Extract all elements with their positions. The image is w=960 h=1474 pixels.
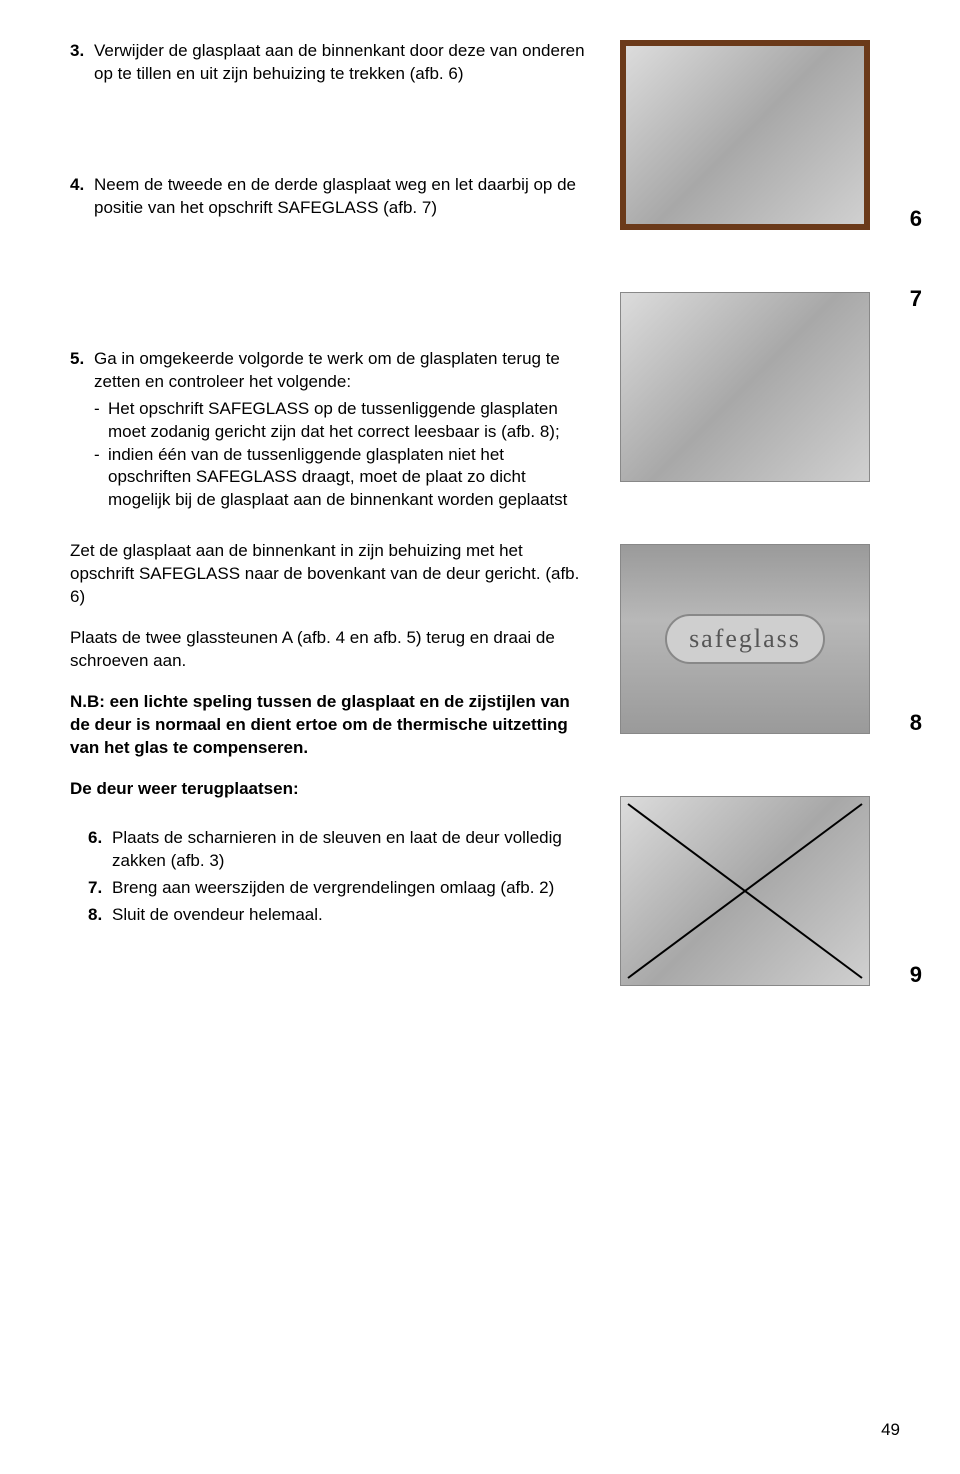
note-nb: N.B: een lichte speling tussen de glaspl… xyxy=(70,691,590,760)
step-number: 4. xyxy=(70,174,94,220)
page-number: 49 xyxy=(881,1420,900,1440)
figure-number: 7 xyxy=(910,286,922,312)
figure-6: 6 xyxy=(620,40,900,230)
figure-9: 9 xyxy=(620,796,900,986)
step-number: 7. xyxy=(88,877,112,900)
paragraph-reinstall-inner: Zet de glasplaat aan de binnenkant in zi… xyxy=(70,540,590,609)
figure-number: 9 xyxy=(910,962,922,988)
step-5: 5. Ga in omgekeerde volgorde te werk om … xyxy=(70,348,590,513)
sub-bullet-2: - indien één van de tussenliggende glasp… xyxy=(94,444,590,513)
figure-8: safeglass 8 xyxy=(620,544,900,734)
step-4: 4. Neem de tweede en de derde glasplaat … xyxy=(70,174,590,220)
step-7: 7. Breng aan weerszijden de vergrendelin… xyxy=(88,877,590,900)
figure-number: 8 xyxy=(910,710,922,736)
step-text: Breng aan weerszijden de vergrendelingen… xyxy=(112,877,590,900)
sub-text: Het opschrift SAFEGLASS op de tussenligg… xyxy=(108,398,590,444)
step-3: 3. Verwijder de glasplaat aan de binnenk… xyxy=(70,40,590,86)
sub-bullet-1: - Het opschrift SAFEGLASS op de tussenli… xyxy=(94,398,590,444)
step-text: Sluit de ovendeur helemaal. xyxy=(112,904,590,927)
step-number: 6. xyxy=(88,827,112,873)
safeglass-badge: safeglass xyxy=(665,614,825,664)
figure-7: 7 xyxy=(620,292,900,482)
sub-text: indien één van de tussenliggende glaspla… xyxy=(108,444,590,513)
step-text: Verwijder de glasplaat aan de binnenkant… xyxy=(94,40,590,86)
figure-column: 6 7 safeglass 8 9 xyxy=(620,40,900,998)
step-body: Ga in omgekeerde volgorde te werk om de … xyxy=(94,348,590,513)
step-text: Neem de tweede en de derde glasplaat weg… xyxy=(94,174,590,220)
step-number: 8. xyxy=(88,904,112,927)
step-number: 3. xyxy=(70,40,94,86)
figure-image xyxy=(620,40,870,230)
figure-image xyxy=(620,796,870,986)
step-text: Plaats de scharnieren in de sleuven en l… xyxy=(112,827,590,873)
heading-replace-door: De deur weer terugplaatsen: xyxy=(70,778,590,801)
figure-image: safeglass xyxy=(620,544,870,734)
step-intro: Ga in omgekeerde volgorde te werk om de … xyxy=(94,349,560,391)
text-column: 3. Verwijder de glasplaat aan de binnenk… xyxy=(70,40,590,998)
figure-image xyxy=(620,292,870,482)
bullet-dash: - xyxy=(94,444,108,513)
step-number: 5. xyxy=(70,348,94,513)
step-6: 6. Plaats de scharnieren in de sleuven e… xyxy=(88,827,590,873)
figure-number: 6 xyxy=(910,206,922,232)
step-8: 8. Sluit de ovendeur helemaal. xyxy=(88,904,590,927)
bullet-dash: - xyxy=(94,398,108,444)
paragraph-supports: Plaats de twee glassteunen A (afb. 4 en … xyxy=(70,627,590,673)
